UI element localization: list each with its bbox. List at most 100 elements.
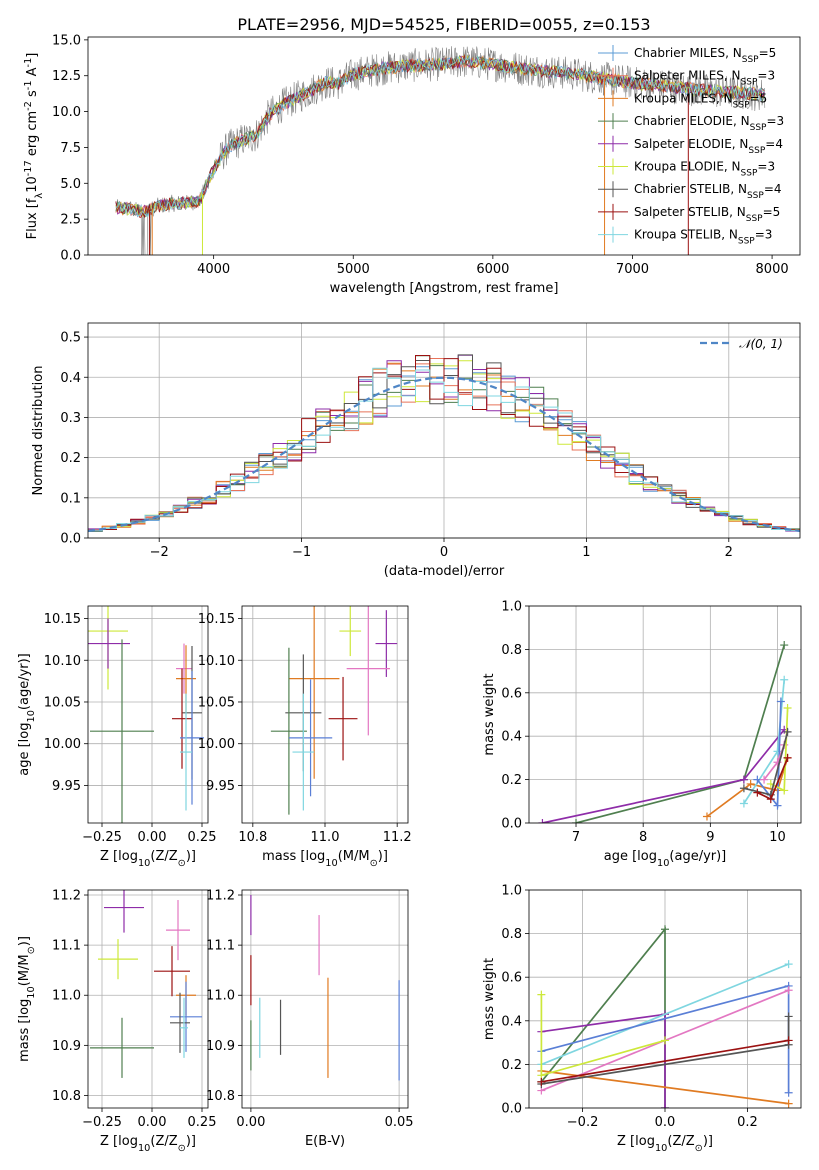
y-tick-label: 10.00 bbox=[198, 737, 235, 752]
weight-marker bbox=[739, 775, 748, 784]
errorbar-point bbox=[180, 997, 188, 1058]
weight-marker bbox=[784, 1088, 793, 1097]
plot-area bbox=[88, 606, 204, 823]
x-tick-label: 10 bbox=[769, 830, 786, 845]
weight-marker bbox=[661, 1104, 669, 1108]
legend-label: 𝒩(0, 1) bbox=[739, 337, 783, 351]
x-tick-label: 11.0 bbox=[311, 830, 340, 845]
x-tick-label: 0.25 bbox=[188, 1115, 217, 1130]
plot-area bbox=[538, 641, 792, 823]
x-tick-label: 11.2 bbox=[383, 830, 412, 845]
y-tick-label: 10.8 bbox=[206, 1089, 235, 1104]
errorbar-point bbox=[180, 693, 192, 811]
errorbar-point bbox=[88, 618, 130, 669]
x-tick-label: 8000 bbox=[756, 262, 789, 277]
weight-marker bbox=[661, 925, 669, 934]
x-tick-label: 2 bbox=[725, 545, 733, 560]
x-tick-label: 9 bbox=[706, 830, 714, 845]
y-tick-label: 11.1 bbox=[52, 939, 81, 954]
y-tick-label: 0.2 bbox=[501, 773, 522, 788]
y-tick-label: 9.95 bbox=[52, 779, 81, 794]
y-tick-label: 11.2 bbox=[52, 889, 81, 904]
legend-label: Salpeter ELODIE, NSSP=4 bbox=[634, 137, 783, 156]
age-mass-panel: 10.8 11.0 11.2 9.95 10.00 10.05 10.10 10.15 mass… bbox=[198, 605, 412, 869]
y-tick-label: 0.2 bbox=[60, 451, 81, 466]
spectrum-legend: Chabrier MILES, NSSP=5 Salpeter MILES, NS… bbox=[598, 45, 784, 247]
y-axis-label: Flux [fλ10-17 erg cm-2 s-1 A-1] bbox=[23, 53, 45, 240]
weight-line bbox=[541, 1070, 789, 1105]
histogram-panel: −2 −1 0 1 2 0.0 0.1 0.2 0.3 0.4 0.5 (data-model)/er… bbox=[31, 322, 801, 579]
axes-frame bbox=[528, 605, 802, 824]
plot-area bbox=[537, 925, 793, 1108]
y-tick-label: 0.0 bbox=[501, 1102, 522, 1117]
weight-marker bbox=[766, 795, 775, 804]
spectrum-panel: 4000 5000 6000 7000 8000 0.0 2.5 5.0 7.5 10.0 12.5… bbox=[23, 15, 801, 296]
y-tick-label: 5.0 bbox=[60, 177, 81, 192]
x-tick-label: 0 bbox=[440, 545, 448, 560]
x-tick-label: 6000 bbox=[476, 262, 509, 277]
age-z-panel: −0.25 0.00 0.25 9.95 10.00 10.05 10.10 10.15 Z [… bbox=[17, 605, 216, 869]
plot-area bbox=[270, 606, 398, 815]
y-tick-label: 0.0 bbox=[60, 249, 81, 264]
y-tick-label: 11.0 bbox=[206, 989, 235, 1004]
weight-marker bbox=[783, 703, 792, 712]
legend-label: Chabrier ELODIE, NSSP=3 bbox=[634, 114, 784, 133]
legend-label: Chabrier MILES, NSSP=5 bbox=[634, 46, 776, 65]
y-tick-label: 10.0 bbox=[52, 105, 81, 120]
x-tick-label: −1 bbox=[292, 545, 311, 560]
x-tick-label: 10.8 bbox=[238, 830, 267, 845]
y-tick-label: 10.10 bbox=[44, 654, 81, 669]
y-axis-label: mass weight bbox=[482, 958, 497, 1040]
y-tick-label: 0.8 bbox=[501, 927, 522, 942]
weight-marker bbox=[784, 986, 793, 995]
errorbar-point bbox=[170, 981, 202, 1052]
legend-label: Chabrier STELIB, NSSP=4 bbox=[634, 182, 782, 201]
errorbar-point bbox=[328, 676, 358, 761]
errorbar-point bbox=[176, 643, 192, 694]
y-tick-label: 0.6 bbox=[501, 971, 522, 986]
histogram-legend: 𝒩(0, 1) bbox=[700, 337, 783, 351]
weight-marker bbox=[739, 799, 748, 808]
errorbar-point bbox=[346, 606, 390, 736]
mass-z-panel: −0.25 0.00 0.25 10.8 10.9 11.0 11.1 11.2 Z [log1… bbox=[17, 889, 217, 1154]
weight-line bbox=[542, 729, 785, 823]
weight-marker bbox=[572, 819, 581, 823]
x-axis-label: Z [log10(Z/Z⊙)] bbox=[100, 849, 196, 869]
x-tick-label: −2 bbox=[150, 545, 169, 560]
errorbar-point bbox=[270, 647, 307, 815]
y-tick-label: 11.1 bbox=[206, 939, 235, 954]
y-tick-label: 10.9 bbox=[206, 1039, 235, 1054]
y-tick-label: 9.95 bbox=[206, 779, 235, 794]
y-axis-label: age [log10(age/yr)] bbox=[17, 653, 37, 776]
y-tick-label: 0.5 bbox=[60, 331, 81, 346]
y-tick-label: 10.15 bbox=[44, 612, 81, 627]
weight-line bbox=[575, 644, 786, 823]
errorbar-point bbox=[292, 693, 315, 811]
x-tick-label: −0.25 bbox=[82, 830, 122, 845]
x-tick-label: 0.0 bbox=[655, 1115, 676, 1130]
weight-line bbox=[541, 963, 789, 1066]
y-tick-label: 2.5 bbox=[60, 213, 81, 228]
x-axis-label: Z [log10(Z/Z⊙)] bbox=[100, 1134, 196, 1154]
y-tick-label: 15.0 bbox=[52, 33, 81, 48]
y-tick-label: 0.0 bbox=[501, 817, 522, 832]
x-tick-label: −0.25 bbox=[82, 1115, 122, 1130]
weight-marker bbox=[753, 788, 762, 797]
y-tick-label: 10.05 bbox=[44, 695, 81, 710]
weight-marker bbox=[537, 990, 546, 999]
weight-marker bbox=[784, 960, 793, 969]
errorbar-point bbox=[288, 679, 333, 797]
axes-frame bbox=[241, 889, 409, 1109]
weight-line bbox=[541, 1039, 789, 1083]
weight-marker bbox=[784, 1012, 793, 1021]
x-axis-label: age [log10(age/yr)] bbox=[604, 849, 727, 869]
histogram-step bbox=[88, 367, 800, 532]
chart-title: PLATE=2956, MJD=54525, FIBERID=0055, z=0… bbox=[237, 15, 650, 34]
weight-marker bbox=[773, 801, 782, 810]
errorbar-point bbox=[90, 639, 154, 823]
x-tick-label: 0.00 bbox=[236, 1115, 265, 1130]
y-tick-label: 0.3 bbox=[60, 411, 81, 426]
weight-marker bbox=[780, 786, 789, 795]
x-tick-label: 7 bbox=[572, 830, 580, 845]
weight-marker bbox=[780, 641, 789, 650]
